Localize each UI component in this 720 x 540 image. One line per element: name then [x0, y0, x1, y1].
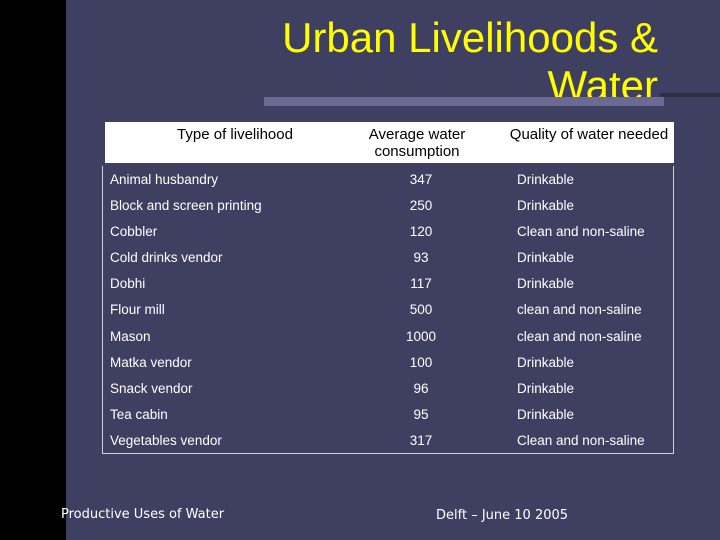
livelihood-cell: Tea cabin [110, 406, 168, 422]
left-black-bar [0, 0, 66, 540]
consumption-cell: 100 [409, 354, 433, 370]
title-line-1: Urban Livelihoods & [282, 14, 658, 61]
livelihood-cell: Cobbler [110, 224, 158, 240]
slide-title: Urban Livelihoods & Water [98, 14, 658, 110]
footer-left-text: Productive Uses of Water [61, 507, 225, 522]
header-quality-of-water: Quality of water needed [509, 126, 669, 143]
quality-cell: clean and non-saline [517, 302, 642, 318]
table-row: Block and screen printing 250 Drinkable [110, 192, 670, 218]
livelihood-cell: Animal husbandry [110, 172, 219, 187]
table-row: Flour mill 500 clean and non-saline [110, 296, 670, 322]
livelihood-cell: Vegetables vendor [110, 432, 222, 448]
table-row: Dobhi 117 Drinkable [110, 270, 670, 296]
footer-right-text: Delft – June 10 2005 [436, 508, 569, 523]
livelihood-cell: Cold drinks vendor [110, 250, 223, 266]
title-underline [264, 97, 664, 106]
consumption-cell: 250 [409, 198, 433, 214]
livelihood-cell: Block and screen printing [110, 198, 262, 214]
consumption-cell: 1000 [405, 328, 437, 344]
table-header-row: Type of livelihood Average water consump… [102, 122, 674, 166]
consumption-cell: 96 [413, 380, 429, 396]
quality-cell: Drinkable [517, 172, 575, 187]
quality-cell: Clean and non-saline [517, 432, 645, 448]
livelihood-cell: Snack vendor [110, 380, 193, 396]
consumption-cell: 120 [409, 224, 433, 240]
consumption-cell: 93 [413, 250, 429, 266]
quality-cell: Drinkable [517, 380, 575, 396]
header-average-water-consumption: Average water consumption [368, 126, 466, 160]
table-row: Cold drinks vendor 93 Drinkable [110, 244, 670, 270]
table-row: Mason 1000 clean and non-saline [110, 323, 670, 349]
quality-cell: Clean and non-saline [517, 224, 645, 240]
consumption-cell: 117 [410, 276, 432, 292]
header-type-of-livelihood: Type of livelihood [177, 126, 293, 143]
livelihood-cell: Mason [110, 328, 151, 344]
quality-cell: Drinkable [517, 354, 575, 370]
table-row: Vegetables vendor 317 Clean and non-saline [110, 427, 670, 453]
table-row: Tea cabin 95 Drinkable [110, 401, 670, 427]
table-body: Animal husbandry 347 Drinkable Block and s… [110, 166, 670, 453]
livelihood-cell: Matka vendor [110, 354, 192, 370]
title-underline-shadow [660, 93, 720, 97]
table-row: Cobbler 120 Clean and non-saline [110, 218, 670, 244]
quality-cell: Drinkable [517, 198, 575, 214]
table-row: Animal husbandry 347 Drinkable [110, 166, 670, 192]
livelihood-cell: Dobhi [110, 276, 146, 292]
quality-cell: Drinkable [517, 406, 575, 422]
quality-cell: Drinkable [517, 276, 575, 292]
quality-cell: clean and non-saline [517, 328, 642, 344]
consumption-cell: 317 [409, 432, 433, 448]
table-row: Matka vendor 100 Drinkable [110, 349, 670, 375]
table-row: Snack vendor 96 Drinkable [110, 375, 670, 401]
livelihood-cell: Flour mill [110, 302, 165, 318]
consumption-cell: 95 [413, 406, 429, 422]
consumption-cell: 500 [409, 302, 433, 318]
quality-cell: Drinkable [517, 250, 575, 266]
consumption-cell: 347 [409, 172, 433, 187]
